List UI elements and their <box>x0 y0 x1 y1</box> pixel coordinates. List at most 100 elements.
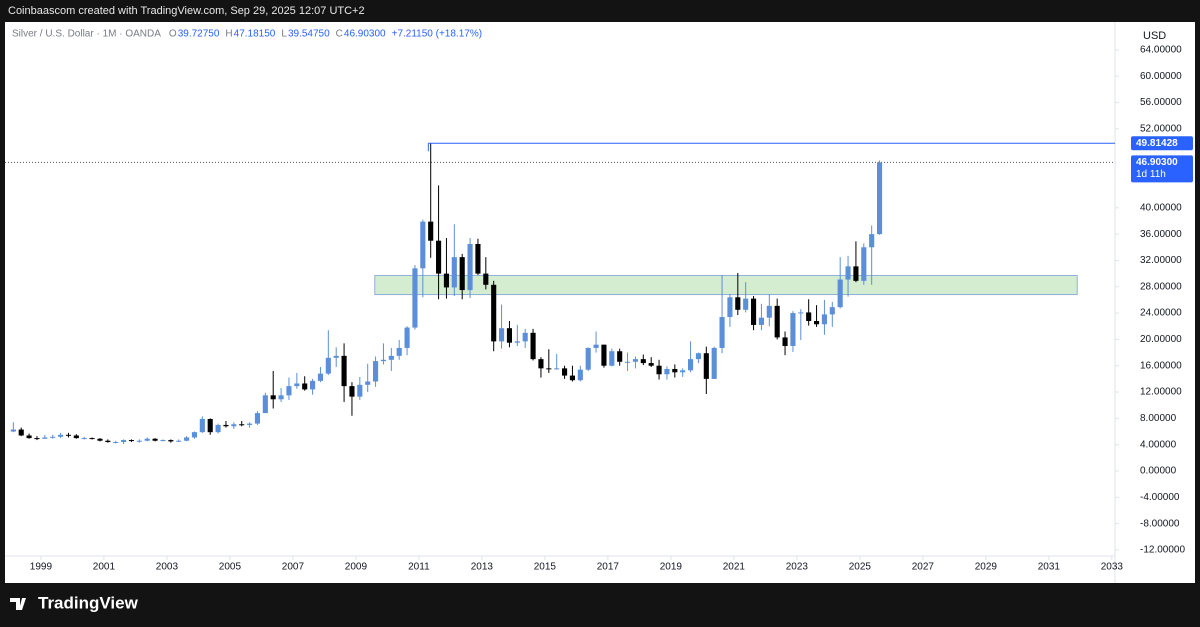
candle-body <box>50 436 56 438</box>
candle-body <box>436 240 442 274</box>
candle-body <box>719 317 725 348</box>
candle-body <box>215 424 221 433</box>
candle-body <box>34 438 40 440</box>
y-tick-label: 32.00000 <box>1140 255 1182 266</box>
x-tick-label: 2017 <box>597 562 620 573</box>
candle-body <box>18 429 24 436</box>
candle-body <box>247 423 253 425</box>
y-tick-label: -8.00000 <box>1140 518 1180 529</box>
candle-body <box>428 221 434 241</box>
candle-body <box>207 419 213 433</box>
candle-body <box>483 273 489 285</box>
candle-body <box>853 266 859 281</box>
legend-key: C <box>336 29 343 40</box>
candle-body <box>491 284 497 342</box>
y-tick-label: 40.00000 <box>1140 202 1182 213</box>
candle-body <box>380 359 387 362</box>
level-label: 49.81428 <box>1136 138 1178 149</box>
x-tick-label: 2001 <box>93 562 116 573</box>
candle-body <box>152 438 158 441</box>
candle-body <box>420 221 426 269</box>
candle-body <box>333 355 339 358</box>
candle-body <box>294 383 300 387</box>
candle-body <box>632 359 638 362</box>
candle-body <box>861 247 867 281</box>
candle-body <box>302 383 308 390</box>
candle-body <box>735 297 741 310</box>
legend-change: +7.21150 (+18.17%) <box>392 29 482 40</box>
x-tick-label: 1999 <box>30 562 53 573</box>
candle-body <box>349 386 355 397</box>
x-tick-label: 2013 <box>471 562 494 573</box>
brand-logo: TradingView <box>10 593 139 612</box>
candle-body <box>845 266 851 280</box>
candle-body <box>506 328 513 343</box>
candle-body <box>278 395 284 400</box>
candle-body <box>121 440 127 443</box>
candle-body <box>664 369 670 375</box>
x-tick-label: 2021 <box>723 562 746 573</box>
x-tick-label: 2011 <box>408 562 430 573</box>
candle-body <box>136 440 142 442</box>
candle-body <box>81 438 87 440</box>
candle-body <box>191 432 198 438</box>
y-tick-label: 56.00000 <box>1140 97 1182 108</box>
legend-key: L <box>281 29 287 40</box>
candle-body <box>89 438 95 440</box>
candle-body <box>467 243 473 291</box>
candle-body <box>499 328 505 342</box>
candle-body <box>373 361 379 382</box>
last-price-label: 46.90300 <box>1136 157 1178 168</box>
candle-body <box>65 434 72 436</box>
candle-body <box>254 413 261 424</box>
candle-body <box>601 344 607 366</box>
symbol: Silver / U.S. Dollar · 1M · OANDA <box>12 29 161 40</box>
legend-value: 46.90300 <box>344 29 386 40</box>
candle-body <box>672 369 678 373</box>
x-tick-label: 2007 <box>282 562 305 573</box>
candle-body <box>310 380 316 390</box>
candle-body <box>711 347 717 379</box>
x-tick-label: 2033 <box>1101 562 1124 573</box>
candle-body <box>325 357 331 374</box>
candle-body <box>609 351 615 366</box>
candle-body <box>388 355 394 360</box>
candle-body <box>782 337 788 346</box>
candle-body <box>475 243 481 274</box>
candle-body <box>10 429 16 432</box>
candle-body <box>585 347 591 370</box>
y-tick-label: -12.00000 <box>1140 545 1185 556</box>
x-tick-label: 2023 <box>786 562 809 573</box>
price-zone <box>374 275 1078 296</box>
level-label-box <box>1131 136 1193 151</box>
brand: TradingView <box>38 593 139 612</box>
y-tick-label: 36.00000 <box>1140 229 1182 240</box>
candle-body <box>688 359 694 371</box>
candle-body <box>876 162 883 235</box>
candle-body <box>231 424 237 427</box>
candle-body <box>144 438 150 441</box>
y-tick-label: 64.00000 <box>1140 45 1182 56</box>
candle-body <box>806 312 812 321</box>
candle-body <box>26 435 32 439</box>
candle-body <box>73 435 79 439</box>
x-tick-label: 2027 <box>912 562 935 573</box>
candle-body <box>538 359 544 369</box>
candle-body <box>262 395 268 414</box>
candle-body <box>341 355 347 387</box>
y-tick-label: 20.00000 <box>1140 334 1182 345</box>
candle-body <box>546 368 552 370</box>
candle-body <box>680 370 686 373</box>
candle-body <box>443 273 450 288</box>
candle-body <box>128 440 135 442</box>
candle-body <box>766 305 772 318</box>
legend-value: 47.18150 <box>234 29 276 40</box>
x-tick-label: 2025 <box>849 562 872 573</box>
candle-body <box>286 386 292 396</box>
candle-body <box>58 434 64 437</box>
last-price-box <box>1131 155 1193 183</box>
candle-body <box>703 353 709 379</box>
candle-body <box>617 351 623 362</box>
